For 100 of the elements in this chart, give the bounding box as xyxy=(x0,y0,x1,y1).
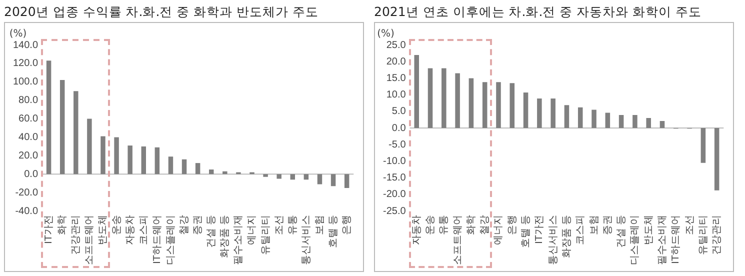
x-tick-label: 운송 xyxy=(425,215,436,235)
x-tick-label: 호텔 등 xyxy=(328,215,340,248)
x-tick-label: 조선 xyxy=(274,215,285,235)
bar xyxy=(46,60,52,174)
y-tick-label: 5.0 xyxy=(392,106,406,118)
x-tick-label: 코스피 xyxy=(138,215,150,245)
bar xyxy=(578,107,583,128)
x-tick-label: 코스피 xyxy=(575,215,586,245)
bar xyxy=(455,73,460,128)
bar xyxy=(537,98,542,128)
bar xyxy=(87,118,92,174)
x-tick-label: 건설 등 xyxy=(616,215,628,248)
x-tick-label: IT가전 xyxy=(44,215,55,244)
bar xyxy=(263,174,268,177)
x-tick-label: 조선 xyxy=(684,215,696,235)
bar xyxy=(74,91,78,174)
x-tick-label: 호텔 등 xyxy=(520,215,532,248)
y-tick-label: 25.0 xyxy=(386,40,406,51)
y-tick-label: -20.0 xyxy=(15,187,38,198)
bar xyxy=(510,83,515,128)
bar xyxy=(468,78,474,128)
bar xyxy=(276,174,282,179)
bar xyxy=(222,171,228,174)
x-tick-label: IT하드웨어 xyxy=(670,215,682,264)
x-tick-label: 통신서비스 xyxy=(548,215,559,265)
x-tick-label: 건강관리 xyxy=(712,215,723,255)
bar xyxy=(100,136,106,174)
bar xyxy=(208,170,214,174)
y-axis-title: (%) xyxy=(9,28,27,40)
bar xyxy=(592,110,596,128)
x-tick-label: 철강 xyxy=(480,215,491,235)
y-tick-label: -15.0 xyxy=(382,172,406,184)
x-tick-label: 화장품 등 xyxy=(561,215,572,258)
x-tick-label: 반도체 xyxy=(98,215,109,245)
bar xyxy=(290,174,296,180)
x-tick-label: 에너지 xyxy=(493,215,504,245)
x-tick-label: 필수소비재 xyxy=(656,215,668,265)
x-tick-label: 유통 xyxy=(438,215,450,235)
bar xyxy=(344,174,350,188)
bar xyxy=(700,128,706,163)
bar xyxy=(442,68,446,128)
y-tick-label: 80.0 xyxy=(18,95,38,106)
y-tick-label: -40.0 xyxy=(15,206,38,217)
x-tick-label: 에너지 xyxy=(246,215,258,245)
bar xyxy=(330,174,336,186)
x-tick-label: 반도체 xyxy=(643,215,654,245)
y-tick-label: 40.0 xyxy=(18,132,38,143)
x-tick-label: 운송 xyxy=(111,215,122,235)
bar xyxy=(605,112,610,128)
x-tick-label: 증권 xyxy=(602,215,614,235)
y-tick-label: 20.0 xyxy=(386,56,406,68)
x-tick-label: 통신서비스 xyxy=(300,215,312,265)
x-tick-label: 화장품 등 xyxy=(220,215,231,258)
bar xyxy=(428,68,433,128)
bar xyxy=(414,54,420,128)
y-tick-label: -20.0 xyxy=(382,189,406,200)
y-tick-label: 60.0 xyxy=(18,114,38,125)
x-tick-label: 필수소비재 xyxy=(233,215,244,265)
bar xyxy=(660,121,665,128)
x-tick-label: 증권 xyxy=(192,215,204,235)
bar xyxy=(128,146,132,174)
bar xyxy=(632,115,638,128)
y-tick-label: 140.0 xyxy=(12,40,38,51)
y-tick-label: 10.0 xyxy=(386,90,406,101)
x-tick-label: IT가전 xyxy=(534,215,546,244)
x-tick-label: 유틸리티 xyxy=(698,215,709,255)
x-tick-label: 건강관리 xyxy=(70,215,82,255)
x-tick-label: 자동차 xyxy=(124,215,136,245)
y-tick-label: 15.0 xyxy=(386,72,406,84)
bar xyxy=(114,137,119,174)
y-axis-title: (%) xyxy=(377,28,395,40)
bar xyxy=(304,174,309,180)
y-tick-label: 20.0 xyxy=(18,150,38,162)
y-tick-label: 120.0 xyxy=(12,58,38,70)
chart-title: 2020년 업종 수익률 차.화.전 중 화학과 반도체가 주도 xyxy=(4,3,320,21)
bar xyxy=(154,147,160,174)
x-tick-label: IT하드웨어 xyxy=(152,215,163,264)
bar xyxy=(714,128,720,190)
bar xyxy=(182,159,187,174)
x-tick-label: 디스플레이 xyxy=(165,215,176,265)
bar xyxy=(168,156,174,174)
y-tick-label: 0.0 xyxy=(24,168,38,180)
x-tick-label: 보험 xyxy=(314,215,326,235)
y-tick-label: 0.0 xyxy=(392,122,406,134)
bar xyxy=(141,146,146,174)
bar xyxy=(195,163,200,174)
bar xyxy=(564,105,570,128)
chart-title: 2021년 연초 이후에는 차.화.전 중 자동차와 화학이 주도 xyxy=(374,3,703,21)
x-tick-label: 유통 xyxy=(287,215,298,235)
x-tick-label: 화학 xyxy=(57,215,68,235)
bar xyxy=(523,92,528,128)
bar xyxy=(646,118,651,128)
x-tick-label: 디스플레이 xyxy=(630,215,641,265)
y-tick-label: -25.0 xyxy=(382,206,406,217)
x-tick-label: 화학 xyxy=(466,215,477,235)
bar xyxy=(618,115,624,128)
bar xyxy=(496,82,501,128)
x-tick-label: 소프트웨어 xyxy=(84,215,96,265)
x-tick-label: 철강 xyxy=(179,215,190,235)
x-tick-label: 보험 xyxy=(588,215,600,235)
